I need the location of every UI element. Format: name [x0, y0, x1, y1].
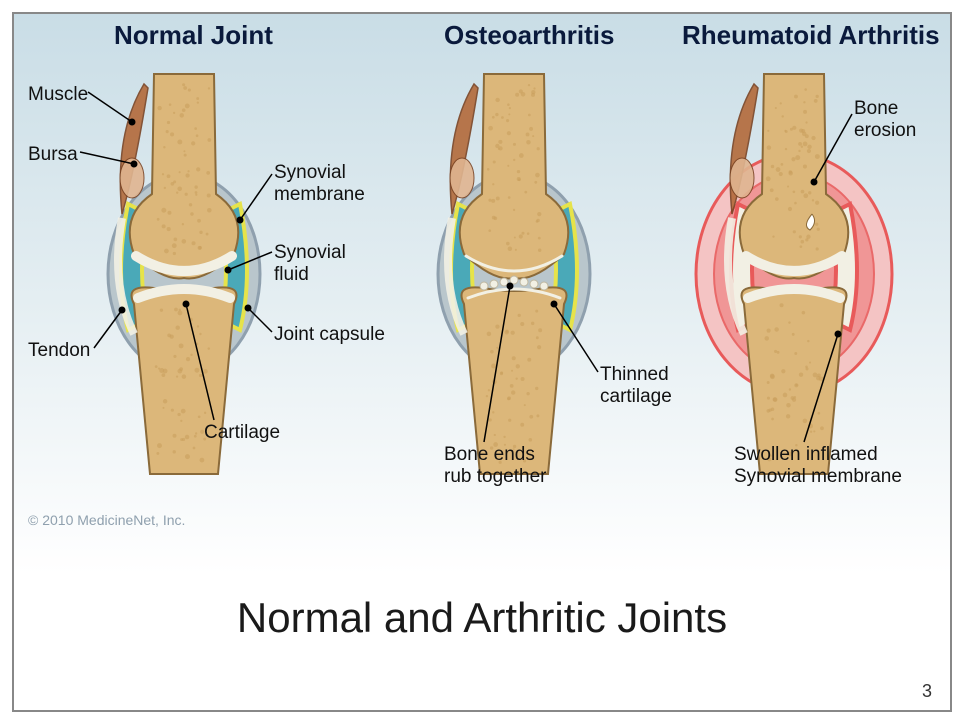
label-synovial-membrane: Synovial membrane: [274, 162, 365, 206]
title-normal: Normal Joint: [114, 20, 273, 51]
label-tendon: Tendon: [28, 340, 90, 362]
label-synovial-fluid: Synovial fluid: [274, 242, 346, 286]
label-thinned-cartilage: Thinned cartilage: [600, 364, 672, 408]
title-rheumatoid: Rheumatoid Arthritis: [682, 20, 940, 51]
diagram-svg: [14, 14, 950, 574]
main-caption: Normal and Arthritic Joints: [14, 594, 950, 642]
label-joint-capsule: Joint capsule: [274, 324, 385, 346]
label-muscle: Muscle: [28, 84, 88, 106]
page-number: 3: [922, 681, 932, 702]
diagram-canvas: Normal Joint Osteoarthritis Rheumatoid A…: [14, 14, 950, 574]
label-bursa: Bursa: [28, 144, 78, 166]
title-osteoarthritis: Osteoarthritis: [444, 20, 615, 51]
label-bone-erosion: Bone erosion: [854, 98, 916, 142]
copyright-text: © 2010 MedicineNet, Inc.: [28, 512, 185, 528]
label-swollen-membrane: Swollen inflamed Synovial membrane: [734, 444, 902, 488]
label-bone-ends-rub: Bone ends rub together: [444, 444, 546, 488]
slide-frame: Normal Joint Osteoarthritis Rheumatoid A…: [12, 12, 952, 712]
label-cartilage: Cartilage: [204, 422, 280, 444]
